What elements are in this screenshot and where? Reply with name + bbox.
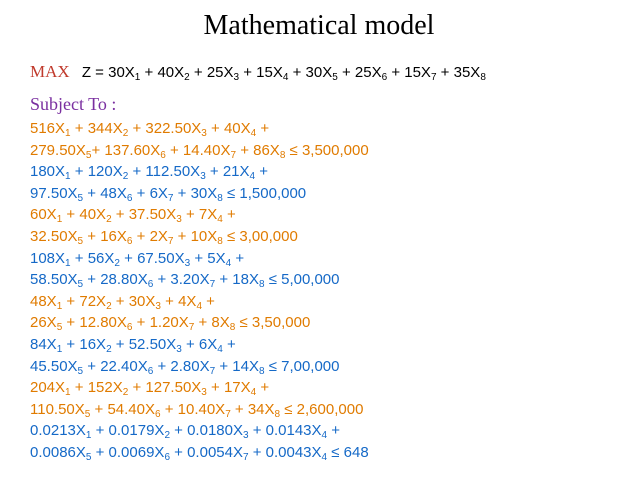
constraint-line: 204X1 + 152X2 + 127.50X3 + 17X4 + — [30, 379, 270, 399]
slide-title: Mathematical model — [203, 10, 435, 41]
constraint-line: 108X1 + 56X2 + 67.50X3 + 5X4 + — [30, 249, 245, 269]
constraint-line: 26X5 + 12.80X6 + 1.20X7 + 8X8 ≤ 3,50,000 — [30, 314, 311, 334]
objective-expression: Z = 30X1 + 40X2 + 25X3 + 15X4 + 30X5 + 2… — [81, 64, 486, 83]
max-label: MAX — [30, 62, 70, 81]
constraint-line: 516X1 + 344X2 + 322.50X3 + 40X4 + — [30, 120, 270, 139]
objective-function: MAX Z = 30X1 + 40X2 + 25X3 + 15X4 + 30X5… — [30, 62, 486, 83]
constraint-list: 516X1 + 344X2 + 322.50X3 + 40X4 + 279.50X… — [30, 118, 369, 464]
constraint-line: 180X1 + 120X2 + 112.50X3 + 21X4 + — [30, 163, 269, 183]
constraint-line: 0.0213X1 + 0.0179X2 + 0.0180X3 + 0.0143X… — [30, 422, 341, 442]
constraint-line: 279.50X5+ 137.60X6 + 14.40X7 + 86X8 ≤ 3,… — [30, 141, 369, 161]
constraint-line: 48X1 + 72X2 + 30X3 + 4X4 + — [30, 292, 215, 312]
constraint-line: 45.50X5 + 22.40X6 + 2.80X7 + 14X8 ≤ 7,00… — [30, 357, 340, 377]
constraint-line: 58.50X5 + 28.80X6 + 3.20X7 + 18X8 ≤ 5,00… — [30, 271, 340, 291]
constraint-line: 84X1 + 16X2 + 52.50X3 + 6X4 + — [30, 335, 236, 355]
constraint-line: 60X1 + 40X2 + 37.50X3 + 7X4 + — [30, 206, 236, 226]
constraint-line: 32.50X5 + 16X6 + 2X7 + 10X8 ≤ 3,00,000 — [30, 227, 298, 247]
subject-to-heading: Subject To : — [30, 94, 117, 114]
constraint-line: 0.0086X5 + 0.0069X6 + 0.0054X7 + 0.0043X… — [30, 443, 369, 463]
constraint-line: 110.50X5 + 54.40X6 + 10.40X7 + 34X8 ≤ 2,… — [30, 400, 364, 420]
constraint-line: 97.50X5 + 48X6 + 6X7 + 30X8 ≤ 1,500,000 — [30, 184, 307, 204]
